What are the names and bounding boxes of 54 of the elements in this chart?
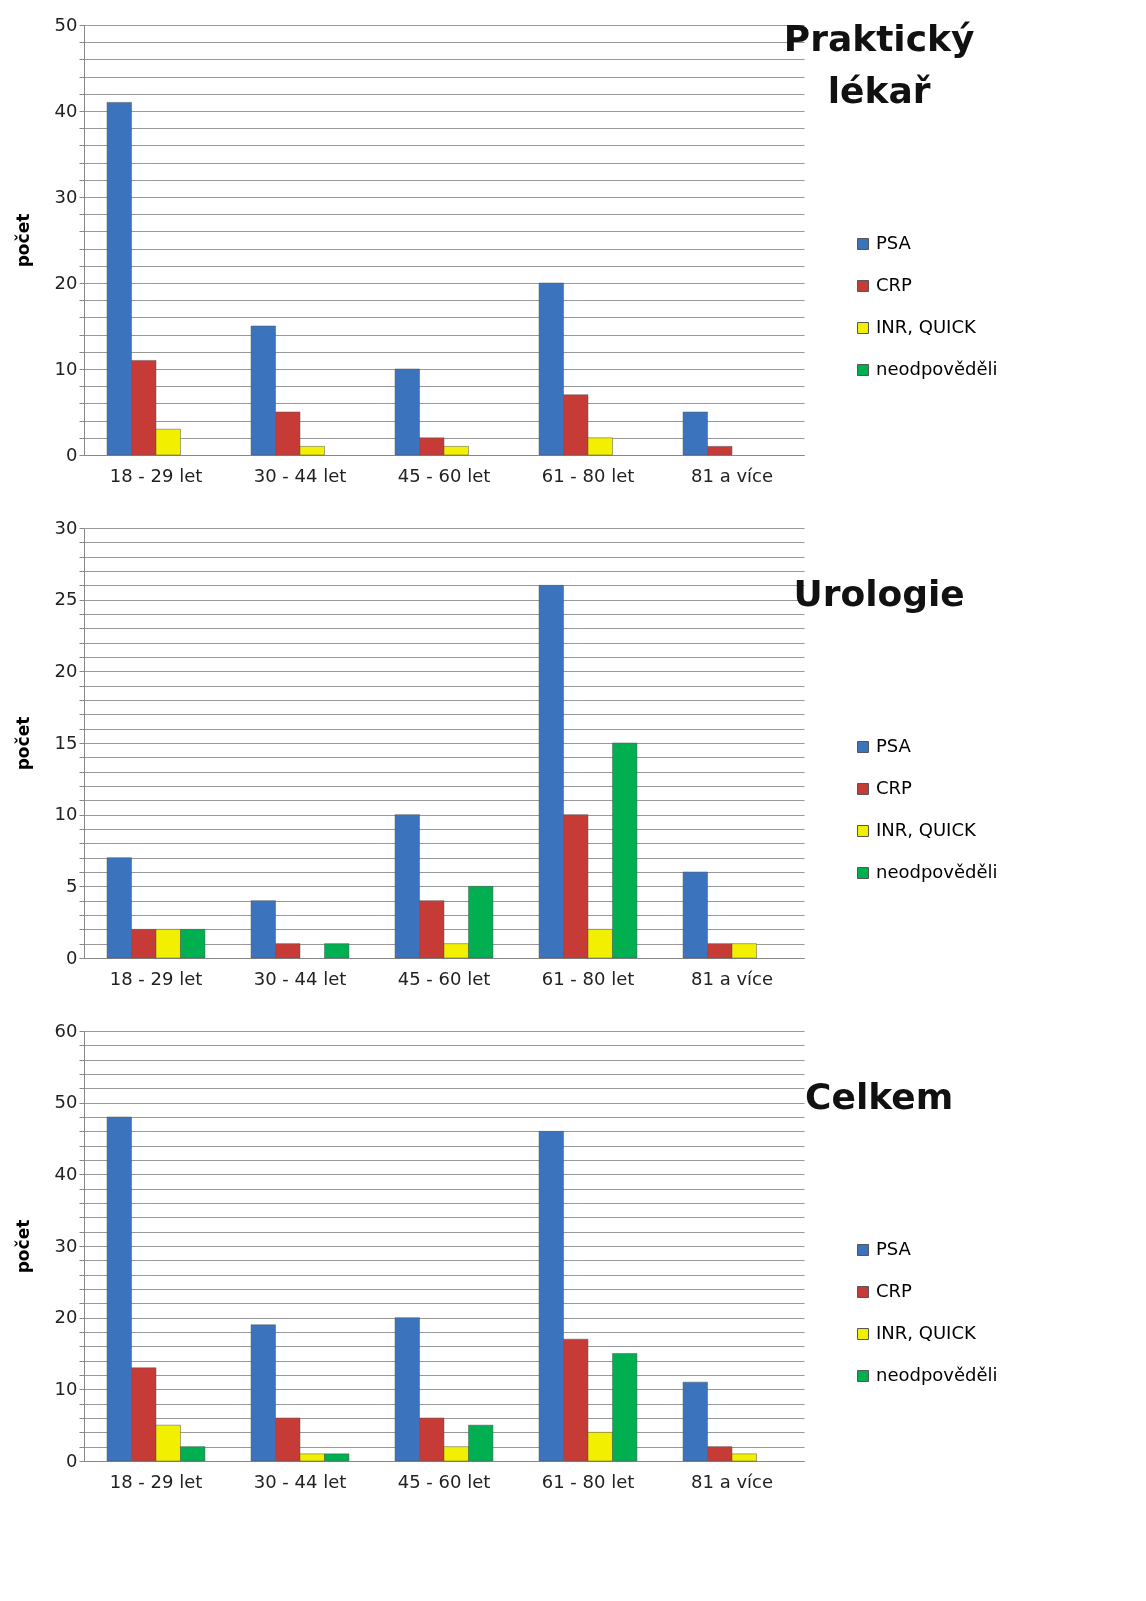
x-tick-label: 30 - 44 let: [253, 967, 347, 989]
x-tick-label: 81 a více: [690, 967, 774, 989]
legend-label: neodpověděli: [876, 861, 998, 882]
y-tick-label: 25: [54, 588, 78, 610]
y-tick-label: 20: [54, 271, 78, 293]
x-tick-label: 45 - 60 let: [397, 1470, 491, 1492]
x-tick-label: 30 - 44 let: [253, 464, 347, 486]
x-tick-label: 61 - 80 let: [541, 464, 635, 486]
legend-label: INR, QUICK: [876, 316, 977, 337]
x-tick-label: 81 a více: [690, 464, 774, 486]
y-tick-label: 20: [54, 1306, 78, 1328]
y-tick-label: 0: [66, 1449, 78, 1471]
y-tick-label: 0: [66, 443, 78, 465]
y-tick-label: 10: [54, 357, 78, 379]
y-tick-label: 5: [66, 874, 78, 896]
x-tick-label: 30 - 44 let: [253, 1470, 347, 1492]
legend-label: CRP: [876, 1280, 913, 1301]
y-tick-label: 30: [54, 185, 78, 207]
x-tick-label: 45 - 60 let: [397, 464, 491, 486]
y-tick-label: 30: [54, 516, 78, 538]
text: Celkem: [805, 1076, 954, 1117]
y-tick-label: 30: [54, 1234, 78, 1256]
text: Urologie: [793, 573, 965, 614]
x-tick-label: 61 - 80 let: [541, 1470, 635, 1492]
x-tick-label: 61 - 80 let: [541, 967, 635, 989]
y-tick-label: 40: [54, 1162, 78, 1184]
y-axis-title: počet: [12, 716, 33, 771]
x-tick-label: 18 - 29 let: [109, 967, 203, 989]
y-tick-label: 15: [54, 731, 78, 753]
legend-label: neodpověděli: [876, 1364, 998, 1385]
bar: [324, 943, 350, 959]
legend-label: CRP: [876, 274, 913, 295]
legend-label: neodpověděli: [876, 358, 998, 379]
y-axis-title: počet: [12, 1219, 33, 1274]
legend-label: INR, QUICK: [876, 819, 977, 840]
y-tick-label: 60: [54, 1019, 78, 1041]
legend-label: PSA: [876, 1238, 912, 1259]
legend-label: CRP: [876, 777, 913, 798]
legend-label: INR, QUICK: [876, 1322, 977, 1343]
legend-label: PSA: [876, 232, 912, 253]
y-tick-label: 50: [54, 13, 78, 35]
y-axis-title: počet: [12, 213, 33, 268]
y-tick-label: 10: [54, 1377, 78, 1399]
x-tick-label: 18 - 29 let: [109, 1470, 203, 1492]
x-tick-label: 45 - 60 let: [397, 967, 491, 989]
y-tick-label: 20: [54, 659, 78, 681]
y-tick-label: 40: [54, 99, 78, 121]
y-tick-label: 50: [54, 1091, 78, 1113]
text: Praktický lékař: [783, 18, 975, 111]
legend-label: PSA: [876, 735, 912, 756]
y-tick-label: 0: [66, 946, 78, 968]
y-tick-label: 10: [54, 803, 78, 825]
x-tick-label: 18 - 29 let: [109, 464, 203, 486]
x-tick-label: 81 a více: [690, 1470, 774, 1492]
